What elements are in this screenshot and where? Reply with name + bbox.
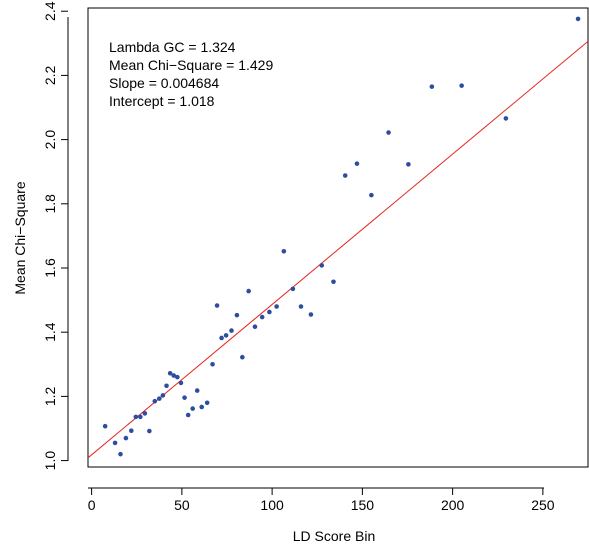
data-point <box>194 388 200 393</box>
x-tick-label: 150 <box>351 497 375 513</box>
data-point <box>342 173 348 178</box>
data-point <box>160 393 166 398</box>
regression-line <box>88 40 588 459</box>
data-point <box>281 249 287 254</box>
data-point <box>459 83 464 88</box>
data-point <box>178 380 184 386</box>
data-point <box>229 328 234 333</box>
data-point <box>267 309 272 315</box>
data-point <box>274 304 279 309</box>
data-points <box>102 16 581 457</box>
data-point <box>133 414 139 420</box>
data-point <box>190 406 195 411</box>
annotation-lambda-gc: Lambda GC = 1.324 <box>109 39 236 55</box>
data-point <box>204 400 210 406</box>
data-point <box>240 354 245 360</box>
stats-annotations: Lambda GC = 1.324 Mean Chi−Square = 1.42… <box>109 39 273 109</box>
data-point <box>182 395 187 400</box>
data-point <box>147 428 152 434</box>
data-point <box>290 286 296 292</box>
data-point <box>354 161 360 166</box>
data-point <box>234 312 240 318</box>
y-tick-label: 2.2 <box>42 65 58 85</box>
data-point <box>171 373 177 378</box>
x-tick-label: 0 <box>88 497 96 513</box>
regression-line-group <box>88 40 588 459</box>
y-tick-label: 1.0 <box>42 451 58 471</box>
data-point <box>406 162 411 167</box>
x-ticks: 0 50 100 150 200 250 <box>88 488 555 513</box>
data-point <box>331 279 336 285</box>
data-point <box>214 303 220 308</box>
data-point <box>164 383 169 389</box>
y-ticks: 1.0 1.2 1.4 1.6 1.8 2.0 2.2 2.4 <box>42 1 68 470</box>
data-point <box>575 16 581 22</box>
data-point <box>369 192 374 198</box>
data-point <box>503 116 509 121</box>
data-point <box>138 414 143 420</box>
y-tick-label: 1.8 <box>42 194 58 214</box>
data-point <box>319 263 325 268</box>
data-point <box>223 333 229 338</box>
annotation-slope: Slope = 0.004684 <box>109 75 219 91</box>
x-tick-label: 250 <box>531 497 555 513</box>
data-point <box>175 374 180 380</box>
data-point <box>308 312 314 317</box>
data-point <box>123 435 129 441</box>
data-point <box>112 440 118 446</box>
data-point <box>167 370 173 376</box>
data-point <box>298 304 304 309</box>
x-axis-title: LD Score Bin <box>293 528 375 544</box>
x-tick-label: 50 <box>174 497 190 513</box>
data-point <box>199 404 205 410</box>
data-point <box>252 324 258 330</box>
data-point <box>152 398 158 404</box>
data-point <box>429 84 435 89</box>
data-point <box>129 428 134 434</box>
y-tick-label: 1.6 <box>42 258 58 278</box>
annotation-mean-chi-square: Mean Chi−Square = 1.429 <box>109 57 273 73</box>
data-point <box>142 411 148 416</box>
y-tick-label: 1.4 <box>42 322 58 342</box>
y-tick-label: 2.0 <box>42 130 58 150</box>
data-point <box>386 130 391 135</box>
data-point <box>210 361 215 367</box>
data-point <box>259 314 265 320</box>
data-point <box>118 451 123 457</box>
y-axis-title: Mean Chi−Square <box>12 181 28 294</box>
x-tick-label: 100 <box>260 497 284 513</box>
x-tick-label: 200 <box>441 497 465 513</box>
data-point <box>246 288 251 294</box>
y-tick-label: 2.4 <box>42 1 58 21</box>
data-point <box>219 335 224 341</box>
annotation-intercept: Intercept = 1.018 <box>109 93 215 109</box>
data-point <box>102 423 108 429</box>
data-point <box>185 412 191 418</box>
data-point <box>156 396 162 401</box>
y-tick-label: 1.2 <box>42 386 58 406</box>
plot-frame <box>87 7 589 468</box>
